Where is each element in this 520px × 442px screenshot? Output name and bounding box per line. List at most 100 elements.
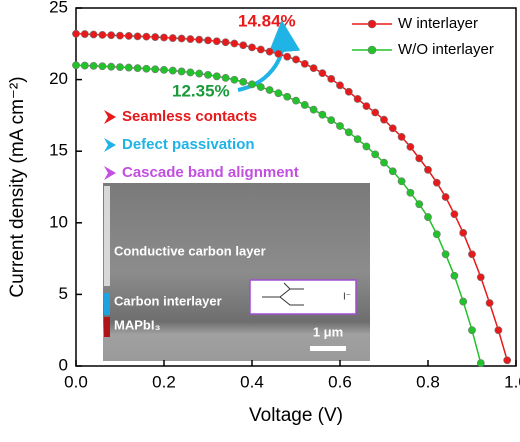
y-tick-label: 20	[49, 69, 68, 88]
data-point	[485, 299, 494, 307]
data-point	[344, 87, 353, 96]
y-tick-label: 15	[49, 141, 68, 160]
data-point	[230, 75, 239, 84]
data-point	[151, 65, 160, 74]
data-point	[89, 61, 98, 70]
data-point	[265, 47, 274, 56]
data-point	[476, 359, 485, 368]
data-point	[80, 30, 89, 38]
data-point	[362, 102, 371, 110]
scale-bar	[310, 346, 346, 351]
data-point	[168, 66, 177, 75]
data-point	[98, 62, 107, 71]
data-point	[274, 49, 283, 58]
data-point	[98, 31, 107, 39]
data-point	[186, 35, 195, 43]
layer-bar	[104, 317, 110, 337]
y-tick-label: 0	[59, 355, 68, 374]
data-point	[195, 69, 204, 78]
x-tick-label: 0.6	[328, 372, 352, 391]
data-point	[309, 64, 318, 73]
data-point	[362, 142, 371, 151]
data-point	[204, 36, 212, 45]
data-point	[89, 30, 98, 39]
x-tick-label: 0.4	[240, 372, 264, 391]
data-point	[239, 77, 248, 86]
data-point	[309, 105, 318, 114]
x-tick-label: 0.8	[416, 372, 440, 391]
data-point	[432, 178, 441, 187]
data-point	[300, 101, 309, 109]
data-point	[406, 143, 415, 151]
layer-label: MAPbI₃	[114, 317, 160, 332]
bullet-arrow	[104, 138, 116, 152]
data-point	[468, 250, 476, 259]
legend-marker	[367, 45, 377, 55]
data-point	[344, 128, 353, 137]
data-point	[415, 154, 424, 163]
data-point	[177, 67, 186, 76]
data-point	[494, 326, 503, 335]
data-point	[116, 31, 124, 40]
data-point	[72, 61, 80, 70]
annotation: 12.35%	[172, 81, 230, 100]
y-axis-label: Current density (mA cm⁻²)	[7, 76, 28, 297]
x-axis-label: Voltage (V)	[249, 405, 343, 426]
data-point	[432, 230, 441, 239]
data-point	[450, 210, 459, 219]
data-point	[503, 356, 512, 365]
x-tick-label: 0.0	[64, 372, 88, 391]
data-point	[274, 89, 283, 98]
data-point	[380, 115, 388, 124]
data-point	[336, 81, 344, 90]
data-point	[256, 45, 265, 54]
data-point	[353, 95, 362, 103]
data-point	[388, 124, 397, 133]
bullet-arrow	[104, 110, 116, 124]
data-point	[256, 83, 265, 91]
data-point	[371, 150, 380, 159]
data-point	[424, 165, 432, 174]
data-point	[239, 41, 248, 50]
data-point	[459, 297, 468, 306]
data-point	[292, 55, 300, 64]
data-point	[160, 65, 168, 74]
data-point	[327, 116, 336, 125]
data-point	[371, 108, 380, 117]
data-point	[468, 326, 476, 335]
data-point	[72, 29, 80, 38]
data-point	[459, 228, 468, 237]
annotation: 14.84%	[238, 11, 296, 30]
improvement-arrow	[237, 20, 301, 92]
data-point	[353, 135, 362, 144]
data-point	[424, 213, 432, 221]
data-point	[142, 64, 151, 73]
data-point	[450, 271, 459, 280]
data-point	[124, 32, 133, 40]
layer-label: Carbon interlayer	[114, 293, 222, 308]
data-point	[151, 33, 160, 41]
data-point	[318, 69, 327, 78]
data-point	[415, 200, 424, 209]
y-tick-label: 10	[49, 212, 68, 231]
data-point	[186, 68, 195, 77]
data-point	[441, 250, 450, 259]
legend-marker	[367, 19, 377, 29]
data-point	[283, 92, 292, 101]
data-point	[248, 80, 256, 89]
data-point	[133, 32, 142, 41]
data-point	[336, 122, 344, 130]
molecule-drawing	[262, 282, 304, 306]
scale-label: 1 μm	[313, 324, 343, 339]
data-point	[142, 32, 151, 41]
legend-label: W interlayer	[398, 15, 478, 32]
data-point	[221, 73, 230, 82]
data-point	[388, 167, 397, 176]
layer-bar	[104, 186, 110, 286]
data-point	[380, 158, 388, 167]
y-tick-label: 5	[59, 284, 68, 303]
data-point	[283, 52, 292, 61]
data-point	[212, 37, 221, 46]
plot-frame	[75, 7, 517, 367]
